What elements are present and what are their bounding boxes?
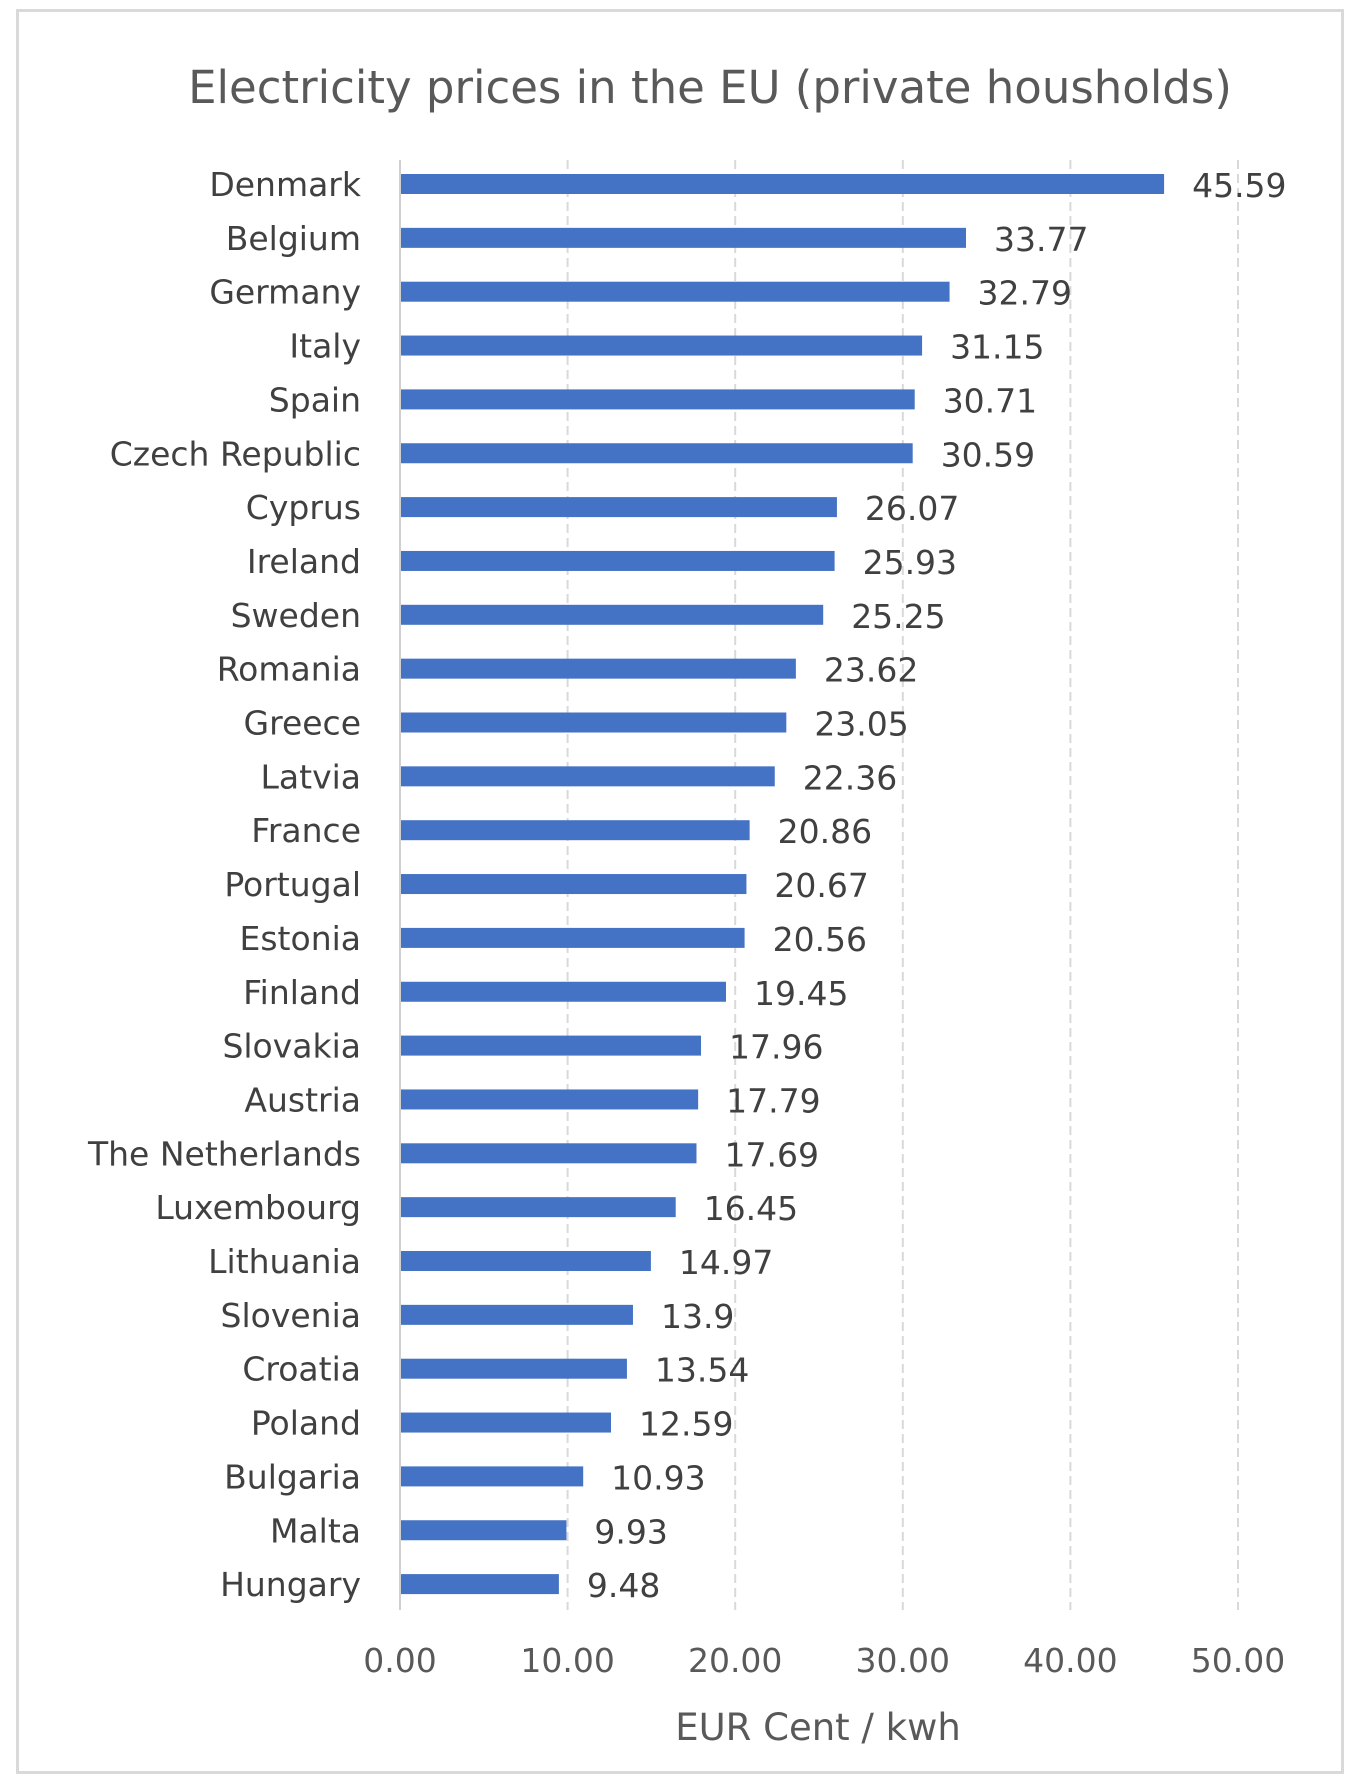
value-label-italy: 31.15: [950, 328, 1044, 367]
category-label-denmark: Denmark: [209, 165, 362, 204]
value-label-finland: 19.45: [754, 974, 848, 1013]
bars: [401, 174, 1165, 1595]
x-tick-label: 40.00: [1023, 1641, 1117, 1680]
category-label-finland: Finland: [243, 973, 361, 1012]
bar-finland: [401, 981, 726, 1002]
value-label-denmark: 45.59: [1192, 166, 1286, 205]
bar-latvia: [401, 766, 775, 787]
bar-estonia: [401, 927, 745, 948]
bar-spain: [401, 389, 915, 410]
category-label-croatia: Croatia: [242, 1350, 361, 1389]
value-label-the-netherlands: 17.69: [724, 1135, 818, 1174]
category-label-malta: Malta: [270, 1511, 361, 1550]
category-labels: Denmark Belgium Germany Italy Spain Czech Rep…: [87, 165, 362, 1604]
value-label-hungary: 9.48: [587, 1566, 660, 1605]
bar-cyprus: [401, 497, 837, 518]
value-label-romania: 23.62: [824, 651, 918, 690]
value-label-france: 20.86: [778, 812, 872, 851]
category-label-latvia: Latvia: [261, 757, 361, 796]
value-label-poland: 12.59: [639, 1405, 733, 1444]
x-tick-label: 50.00: [1191, 1641, 1285, 1680]
value-label-belgium: 33.77: [994, 220, 1088, 259]
value-label-sweden: 25.25: [851, 597, 945, 636]
category-label-greece: Greece: [244, 704, 361, 743]
value-label-latvia: 22.36: [803, 758, 897, 797]
bar-france: [401, 820, 750, 841]
x-tick-label: 0.00: [363, 1641, 436, 1680]
value-label-cyprus: 26.07: [865, 489, 959, 528]
value-label-estonia: 20.56: [773, 920, 867, 959]
category-label-lithuania: Lithuania: [208, 1242, 361, 1281]
category-label-poland: Poland: [251, 1404, 361, 1443]
value-label-croatia: 13.54: [655, 1351, 749, 1390]
category-label-belgium: Belgium: [226, 219, 361, 258]
bar-greece: [401, 712, 787, 733]
category-label-sweden: Sweden: [231, 596, 361, 635]
bar-slovenia: [401, 1304, 633, 1325]
bar-ireland: [401, 550, 835, 571]
category-label-portugal: Portugal: [224, 865, 361, 904]
bar-poland: [401, 1412, 612, 1433]
category-label-luxembourg: Luxembourg: [155, 1188, 361, 1227]
bar-luxembourg: [401, 1197, 676, 1218]
bar-bulgaria: [401, 1466, 584, 1487]
category-label-germany: Germany: [209, 273, 361, 312]
x-tick-label: 20.00: [688, 1641, 782, 1680]
category-label-bulgaria: Bulgaria: [224, 1457, 361, 1496]
value-label-slovakia: 17.96: [729, 1028, 823, 1067]
category-label-czech-republic: Czech Republic: [110, 434, 361, 473]
chart-title: Electricity prices in the EU (private ho…: [188, 61, 1232, 114]
value-labels: 45.59 33.77 32.79 31.15 30.71 30.59 26.07 25.93…: [587, 166, 1287, 1605]
bar-croatia: [401, 1358, 627, 1379]
category-label-france: France: [251, 811, 361, 850]
category-label-spain: Spain: [269, 380, 361, 419]
category-label-austria: Austria: [244, 1080, 361, 1119]
category-label-hungary: Hungary: [220, 1565, 361, 1604]
category-label-italy: Italy: [289, 327, 361, 366]
value-label-portugal: 20.67: [774, 866, 868, 905]
bar-lithuania: [401, 1251, 651, 1271]
x-tick-labels: 0.00 10.00 20.00 30.00 40.00 50.00: [363, 1641, 1285, 1680]
value-label-austria: 17.79: [726, 1081, 820, 1120]
bar-belgium: [401, 227, 966, 248]
bar-portugal: [401, 874, 747, 895]
bar-austria: [401, 1089, 699, 1110]
value-label-czech-republic: 30.59: [941, 435, 1035, 474]
value-label-lithuania: 14.97: [679, 1243, 773, 1282]
bar-the-netherlands: [401, 1143, 697, 1164]
bar-hungary: [401, 1574, 559, 1595]
x-tick-label: 10.00: [520, 1641, 614, 1680]
x-tick-label: 30.00: [856, 1641, 950, 1680]
value-label-malta: 9.93: [594, 1512, 667, 1551]
value-label-slovenia: 13.9: [661, 1297, 734, 1336]
value-label-greece: 23.05: [814, 705, 908, 744]
bar-romania: [401, 658, 796, 679]
category-label-romania: Romania: [217, 650, 361, 689]
value-label-bulgaria: 10.93: [611, 1458, 705, 1497]
category-label-cyprus: Cyprus: [246, 488, 361, 527]
x-axis-title: EUR Cent / kwh: [675, 1706, 961, 1749]
bar-czech-republic: [401, 443, 913, 464]
category-label-estonia: Estonia: [240, 919, 361, 958]
bar-italy: [401, 335, 923, 356]
category-label-slovenia: Slovenia: [221, 1296, 361, 1335]
bar-malta: [401, 1520, 567, 1541]
bar-denmark: [401, 174, 1165, 194]
value-label-luxembourg: 16.45: [704, 1189, 798, 1228]
value-label-ireland: 25.93: [863, 543, 957, 582]
category-label-ireland: Ireland: [247, 542, 361, 581]
category-label-the-netherlands: The Netherlands: [87, 1134, 361, 1173]
bar-sweden: [401, 604, 824, 625]
category-label-slovakia: Slovakia: [222, 1027, 361, 1066]
bar-slovakia: [401, 1035, 702, 1056]
value-label-spain: 30.71: [943, 381, 1037, 420]
value-label-germany: 32.79: [978, 274, 1072, 313]
bar-germany: [401, 281, 950, 302]
